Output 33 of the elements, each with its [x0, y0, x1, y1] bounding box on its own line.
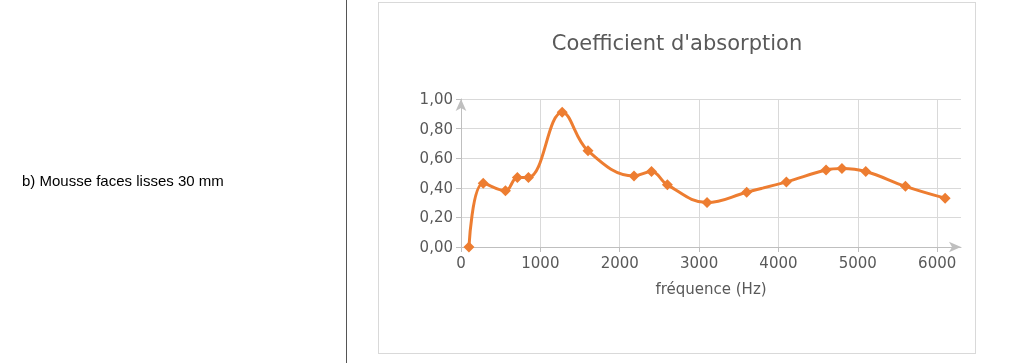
- x-tick-label: 0: [456, 253, 466, 272]
- point: [899, 180, 911, 192]
- y-tick-label: 0,80: [419, 119, 453, 138]
- point: [628, 170, 640, 182]
- point: [511, 171, 523, 183]
- point: [477, 177, 489, 189]
- point: [701, 197, 713, 209]
- point: [860, 166, 872, 178]
- point: [820, 164, 832, 176]
- x-tick-label: 3000: [680, 253, 719, 272]
- x-tick-label: 2000: [600, 253, 639, 272]
- point: [741, 186, 753, 198]
- x-tick-label: 5000: [838, 253, 877, 272]
- point: [780, 176, 792, 188]
- point: [463, 241, 475, 253]
- point: [661, 179, 673, 191]
- x-tick-label: 1000: [521, 253, 560, 272]
- y-tick-label: 0,20: [419, 208, 453, 227]
- point: [645, 166, 657, 178]
- x-tick-label: 6000: [918, 253, 957, 272]
- point: [582, 145, 594, 157]
- point: [836, 163, 848, 175]
- x-axis-title: fréquence (Hz): [655, 279, 767, 298]
- point: [499, 185, 511, 197]
- y-tick-label: 0,00: [419, 238, 453, 256]
- y-tick-label: 0,60: [419, 149, 453, 168]
- y-tick-label: 1,00: [419, 90, 453, 108]
- y-tick-label: 0,40: [419, 178, 453, 197]
- x-tick-label: 4000: [759, 253, 798, 272]
- point: [556, 106, 568, 118]
- text: b) Mousse faces lisses 30 mm: [22, 172, 224, 189]
- chart-title: Coefficient d'absorption: [551, 30, 803, 55]
- point: [939, 192, 951, 204]
